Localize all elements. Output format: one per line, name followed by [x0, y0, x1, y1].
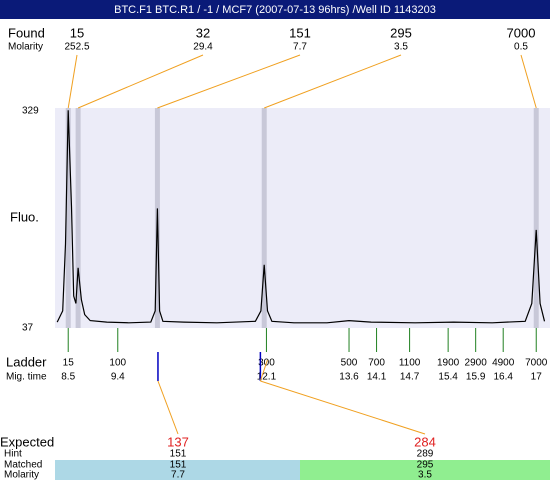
connector [260, 380, 426, 435]
hint-label: Hint [4, 449, 22, 460]
ladder-size: 1900 [437, 358, 460, 369]
plot-area [55, 108, 550, 328]
peak-band [75, 108, 81, 328]
connector [77, 54, 204, 109]
matched-value: 295 [417, 460, 434, 471]
molarity-value: 7.7 [171, 470, 185, 480]
y-tick-label: 329 [22, 106, 39, 117]
header-bar [0, 0, 550, 19]
molarity-label: Molarity [8, 42, 43, 53]
found-size: 295 [390, 25, 412, 40]
ladder-time: 14.1 [367, 372, 387, 383]
found-molarity: 7.7 [293, 42, 307, 53]
ladder-size: 7000 [525, 358, 548, 369]
expected-label: Expected [0, 434, 54, 449]
ladder-size: 4900 [492, 358, 515, 369]
connector [520, 54, 537, 109]
expected-value: 284 [414, 434, 436, 449]
ladder-size: 700 [368, 358, 385, 369]
found-size: 15 [70, 25, 84, 40]
ladder-time: 15.9 [466, 372, 486, 383]
molarity-label: Molarity [4, 470, 39, 480]
peak-band [533, 108, 539, 328]
ladder-size: 15 [63, 358, 75, 369]
ladder-time: 16.4 [493, 372, 513, 383]
found-size: 151 [289, 25, 311, 40]
ladder-size: 1100 [399, 358, 421, 369]
ladder-size: 100 [109, 358, 126, 369]
molarity-value: 3.5 [418, 470, 432, 480]
header-title: BTC.F1 BTC.R1 / -1 / MCF7 (2007-07-13 96… [114, 4, 436, 16]
found-molarity: 3.5 [394, 42, 408, 53]
found-size: 7000 [507, 25, 536, 40]
ladder-time: 15.4 [438, 372, 458, 383]
ladder-label: Ladder [6, 354, 47, 369]
ladder-time: 8.5 [61, 372, 75, 383]
peak-band [65, 108, 71, 328]
y-axis-label: Fluo. [10, 209, 39, 224]
connector [264, 54, 402, 109]
ladder-time: 13.6 [339, 372, 359, 383]
peak-band [261, 108, 267, 328]
found-molarity: 29.4 [193, 42, 213, 53]
ladder-time: 17 [531, 372, 543, 383]
connector [67, 54, 78, 109]
ladder-time: 9.4 [111, 372, 125, 383]
matched-cell [300, 460, 550, 480]
trace [56, 110, 546, 324]
matched-value: 151 [170, 460, 187, 471]
ladder-time: 14.7 [400, 372, 420, 383]
connector [157, 54, 301, 109]
hint-value: 151 [170, 449, 187, 460]
y-tick-label: 37 [22, 323, 34, 334]
expected-value: 137 [167, 434, 189, 449]
ladder-time: 12.1 [257, 372, 277, 383]
ladder-size: 2900 [465, 358, 488, 369]
mig-time-label: Mig. time [6, 372, 47, 383]
found-label: Found [8, 25, 45, 40]
hint-value: 289 [417, 449, 434, 460]
found-size: 32 [196, 25, 210, 40]
matched-label: Matched [4, 460, 42, 471]
connector [157, 380, 179, 435]
found-molarity: 252.5 [64, 42, 89, 53]
connector [259, 359, 268, 382]
found-molarity: 0.5 [514, 42, 528, 53]
matched-cell [55, 460, 300, 480]
ladder-size: 500 [341, 358, 358, 369]
